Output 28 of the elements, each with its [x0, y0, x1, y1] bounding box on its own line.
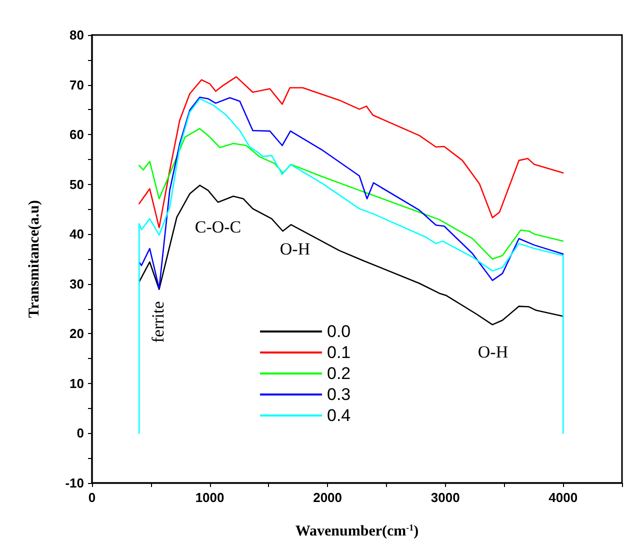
annotation: O-H [478, 342, 508, 362]
y-tick-label: 20 [70, 326, 84, 342]
legend-label: 0.0 [327, 322, 351, 341]
y-tick-label: 0 [76, 426, 84, 441]
x-tick-label: 4000 [548, 490, 578, 505]
line-series [138, 96, 564, 290]
y-tick-label: 60 [70, 127, 84, 142]
line-series [138, 98, 564, 434]
y-tick-label: 70 [70, 77, 84, 92]
legend-label: 0.3 [327, 385, 351, 404]
legend-label: 0.4 [327, 406, 351, 425]
x-tick-label: 2000 [313, 490, 342, 505]
x-tick-label: 3000 [430, 490, 460, 505]
line-series [138, 128, 564, 260]
legend-label: 0.1 [327, 343, 351, 362]
y-tick-label: 50 [70, 176, 84, 192]
annotation: ferrite [148, 301, 168, 343]
y-tick-label: 40 [70, 226, 84, 242]
annotation: O-H [280, 240, 310, 258]
legend-label: 0.2 [327, 364, 351, 383]
y-tick-label: 10 [70, 376, 84, 391]
y-tick-label: 80 [70, 28, 84, 42]
y-axis-title: Transmitance(a.u) [26, 200, 42, 318]
annotation: C-O-C [194, 218, 242, 236]
x-tick-label: 0 [88, 490, 96, 505]
y-tick-label: -10 [65, 476, 84, 490]
x-tick-label: 1000 [195, 490, 224, 505]
y-tick-label: 30 [70, 276, 84, 292]
